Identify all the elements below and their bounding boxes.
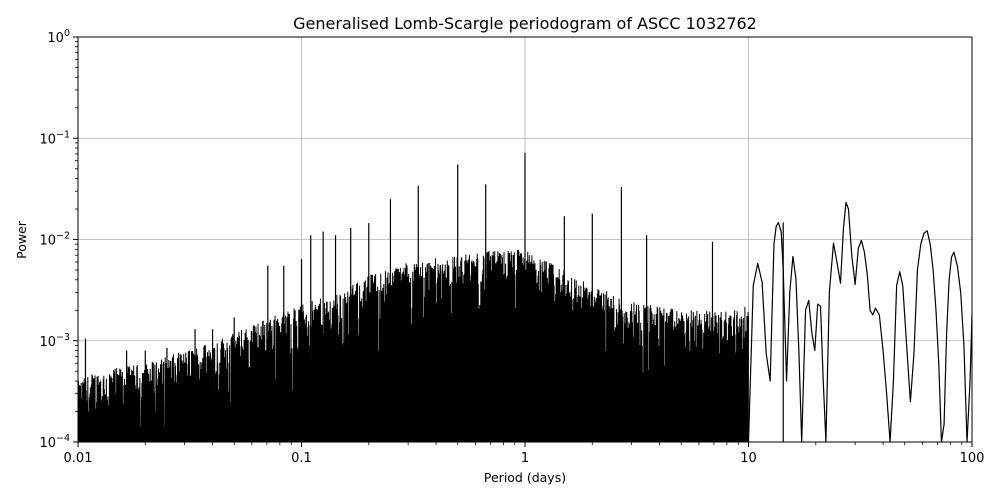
x-axis-ticks: 0.01 0.1 1 10 100 bbox=[64, 442, 985, 466]
x-tick-label-1: 0.1 bbox=[291, 451, 312, 466]
chart-title: Generalised Lomb-Scargle periodogram of … bbox=[293, 14, 757, 33]
y-tick-label-4: 100 bbox=[47, 28, 70, 46]
x-tick-label-2: 1 bbox=[521, 451, 529, 466]
x-tick-label-0: 0.01 bbox=[64, 451, 93, 466]
y-tick-label-3: 10−1 bbox=[39, 129, 70, 147]
y-tick-label-2: 10−2 bbox=[39, 231, 70, 249]
noise-series-line bbox=[77, 249, 749, 443]
plot-area bbox=[77, 152, 973, 443]
tail-series-line bbox=[747, 201, 973, 443]
y-tick-label-1: 10−3 bbox=[39, 332, 70, 350]
x-axis-label: Period (days) bbox=[484, 470, 566, 485]
y-axis-ticks: 10−4 10−3 10−2 10−1 100 bbox=[39, 28, 78, 451]
x-tick-label-3: 10 bbox=[740, 451, 757, 466]
y-tick-label-0: 10−4 bbox=[39, 433, 70, 451]
y-axis-label: Power bbox=[14, 220, 29, 259]
x-tick-label-4: 100 bbox=[960, 451, 985, 466]
